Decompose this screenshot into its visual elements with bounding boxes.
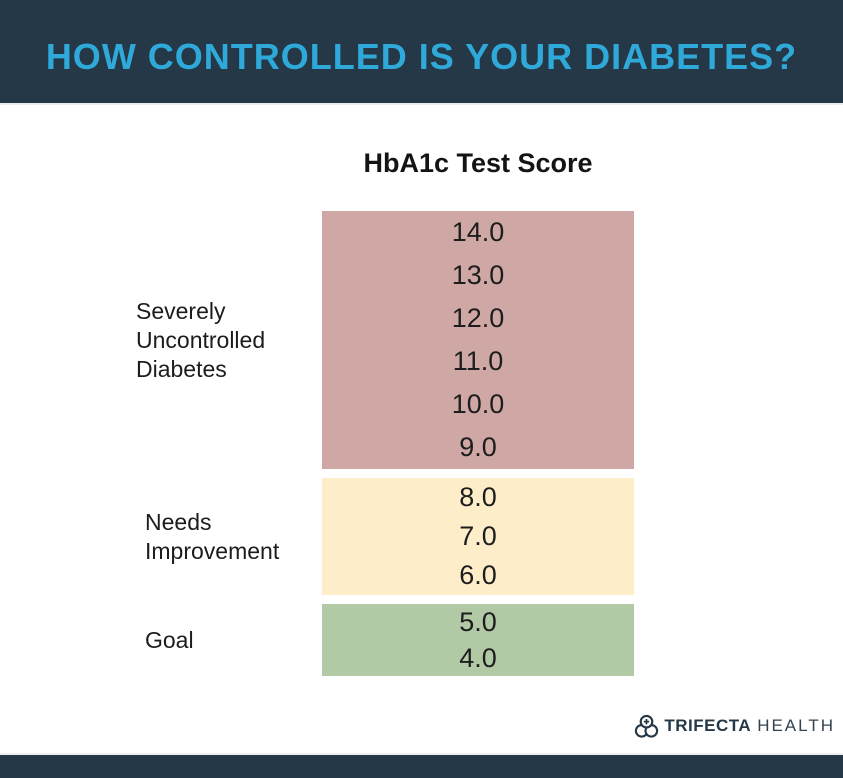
header-bar: HOW CONTROLLED IS YOUR DIABETES?: [0, 0, 843, 105]
scale-value: 14.0: [451, 217, 505, 247]
scale-value: 7.0: [459, 521, 497, 551]
band-label-goal: Goal: [145, 604, 327, 676]
brand-logo: TRIFECTA HEALTH: [633, 711, 835, 741]
scale-value: 9.0: [459, 432, 497, 462]
band-needs-improvement: 8.0 7.0 6.0: [322, 478, 634, 595]
band-label-text: Goal: [145, 626, 194, 653]
scale-value: 13.0: [451, 260, 505, 290]
chart-title: HbA1c Test Score: [363, 148, 593, 178]
brand-name-secondary: HEALTH: [757, 716, 835, 735]
scale-value: 5.0: [459, 606, 497, 637]
band-severely-uncontrolled: 14.0 13.0 12.0 11.0 10.0 9.0: [322, 211, 634, 469]
band-label-needs-improvement: Needs Improvement: [145, 478, 327, 595]
band-label-text: Needs Improvement: [145, 508, 280, 564]
band-goal: 5.0 4.0: [322, 604, 634, 676]
footer-bar: [0, 753, 843, 778]
trifecta-trefoil-icon: [633, 713, 660, 740]
scale-value: 10.0: [451, 389, 505, 419]
scale-value: 4.0: [459, 642, 497, 673]
band-label-text: Severely Uncontrolled Diabetes: [136, 297, 266, 382]
scale-value: 8.0: [459, 482, 497, 512]
page-title: HOW CONTROLLED IS YOUR DIABETES?: [45, 35, 798, 77]
brand-name-primary: TRIFECTA: [664, 716, 752, 735]
scale-value: 12.0: [451, 303, 505, 333]
scale-value: 11.0: [452, 346, 504, 376]
band-label-severely-uncontrolled: Severely Uncontrolled Diabetes: [136, 211, 318, 469]
scale-value: 6.0: [459, 560, 497, 590]
